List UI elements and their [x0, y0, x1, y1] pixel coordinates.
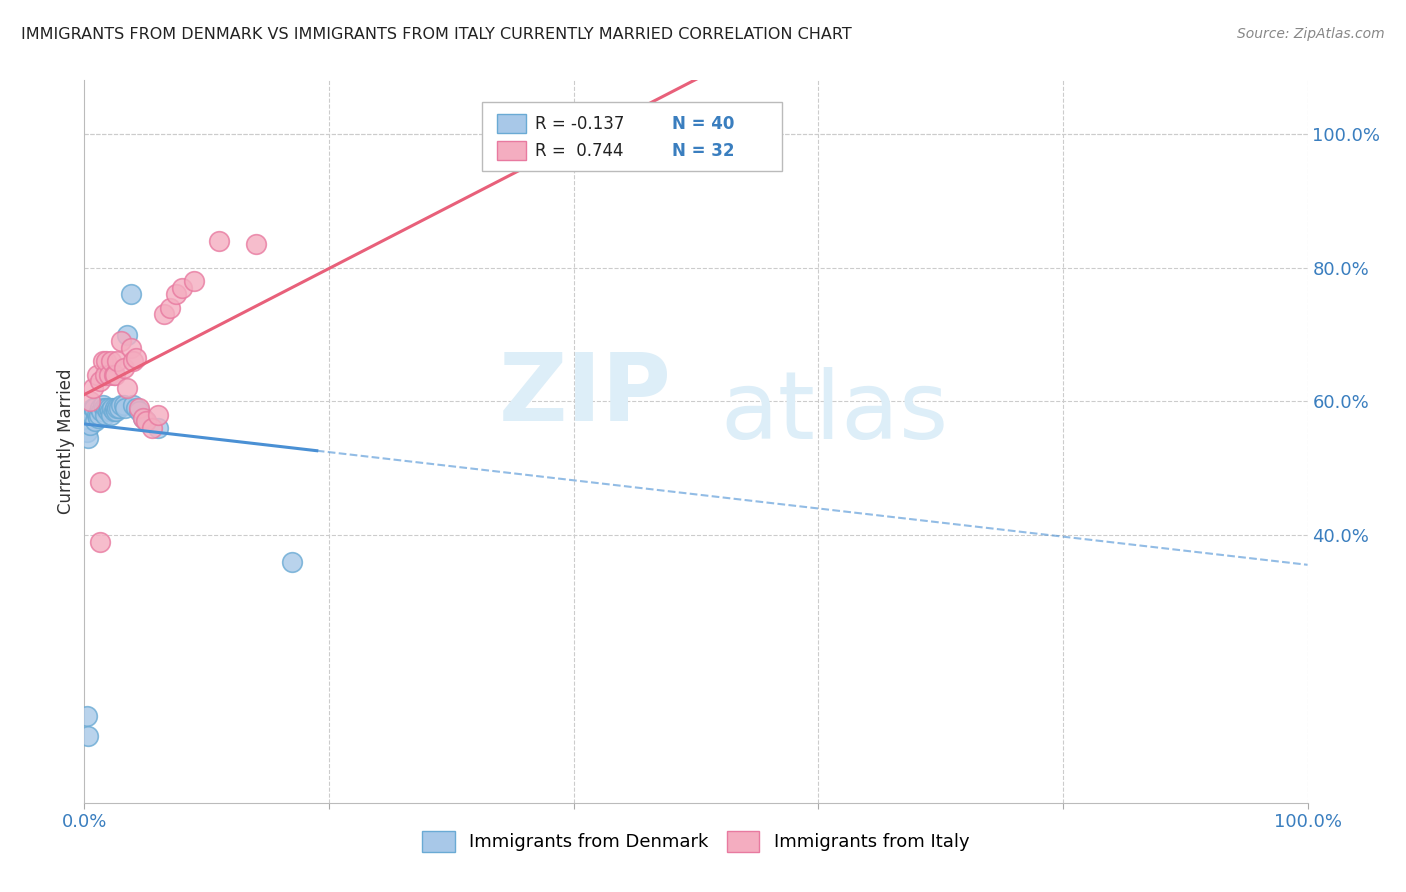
Point	[86, 408, 108, 422]
Point	[112, 398, 135, 412]
Point	[103, 404, 125, 418]
Point	[125, 351, 148, 365]
Point	[83, 401, 105, 416]
Point	[120, 287, 142, 301]
Point	[120, 341, 142, 355]
Point	[82, 381, 104, 395]
Point	[208, 234, 231, 248]
Point	[146, 408, 169, 422]
Point	[245, 237, 267, 252]
Point	[77, 729, 100, 743]
Point	[183, 274, 205, 288]
Point	[132, 411, 155, 425]
Point	[77, 431, 100, 445]
Point	[128, 401, 150, 416]
Text: R =  0.744: R = 0.744	[534, 142, 623, 160]
Text: R = -0.137: R = -0.137	[534, 115, 624, 133]
Point	[135, 414, 157, 429]
Point	[89, 534, 111, 549]
Point	[100, 408, 122, 422]
Point	[114, 401, 136, 416]
Point	[115, 327, 138, 342]
Point	[93, 401, 115, 416]
Point	[89, 475, 111, 489]
Point	[104, 368, 127, 382]
Point	[79, 394, 101, 409]
Point	[281, 555, 304, 569]
Point	[115, 381, 138, 395]
Point	[86, 368, 108, 382]
Point	[91, 354, 114, 368]
Point	[94, 368, 117, 382]
Point	[96, 354, 118, 368]
Point	[103, 368, 125, 382]
Point	[146, 421, 169, 435]
Point	[159, 301, 181, 315]
Point	[87, 408, 110, 422]
Point	[141, 421, 163, 435]
Point	[107, 401, 129, 416]
Point	[122, 398, 145, 412]
Point	[132, 411, 155, 425]
Point	[87, 411, 110, 425]
Text: N = 40: N = 40	[672, 115, 734, 133]
Point	[96, 401, 118, 416]
Text: atlas: atlas	[720, 367, 949, 458]
Point	[89, 401, 111, 416]
Point	[101, 401, 124, 416]
Point	[122, 354, 145, 368]
Point	[97, 368, 120, 382]
Point	[91, 398, 114, 412]
Point	[112, 361, 135, 376]
Text: ZIP: ZIP	[499, 349, 672, 441]
Point	[135, 414, 157, 429]
Point	[104, 401, 127, 416]
Point	[80, 408, 103, 422]
Point	[94, 408, 117, 422]
Point	[125, 401, 148, 416]
Point	[82, 401, 104, 416]
Point	[105, 401, 128, 416]
Point	[79, 417, 101, 432]
Point	[105, 354, 128, 368]
Point	[105, 404, 128, 418]
FancyBboxPatch shape	[496, 141, 526, 161]
Point	[110, 334, 132, 349]
Point	[76, 708, 98, 723]
Point	[84, 414, 107, 429]
Point	[97, 404, 120, 418]
Point	[89, 375, 111, 389]
FancyBboxPatch shape	[482, 102, 782, 170]
Point	[685, 120, 707, 135]
Point	[165, 287, 187, 301]
Point	[128, 404, 150, 418]
Point	[153, 307, 176, 322]
Point	[172, 281, 194, 295]
Text: Source: ZipAtlas.com: Source: ZipAtlas.com	[1237, 27, 1385, 41]
Point	[98, 404, 121, 418]
Legend: Immigrants from Denmark, Immigrants from Italy: Immigrants from Denmark, Immigrants from…	[415, 823, 977, 859]
Point	[97, 401, 120, 416]
Point	[100, 354, 122, 368]
Text: IMMIGRANTS FROM DENMARK VS IMMIGRANTS FROM ITALY CURRENTLY MARRIED CORRELATION C: IMMIGRANTS FROM DENMARK VS IMMIGRANTS FR…	[21, 27, 852, 42]
FancyBboxPatch shape	[496, 113, 526, 133]
Point	[76, 425, 98, 439]
Text: N = 32: N = 32	[672, 142, 734, 160]
Point	[110, 398, 132, 412]
Point	[90, 404, 112, 418]
Y-axis label: Currently Married: Currently Married	[56, 368, 75, 515]
